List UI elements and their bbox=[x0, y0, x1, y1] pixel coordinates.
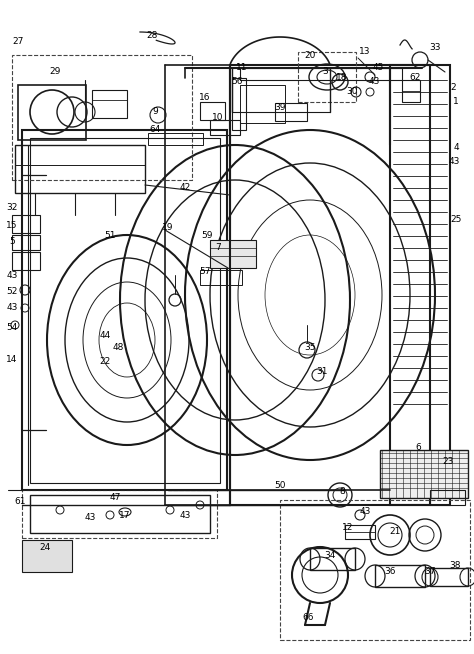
Text: 50: 50 bbox=[274, 481, 286, 489]
Bar bbox=[22, 490, 217, 538]
Bar bbox=[30, 138, 220, 483]
Text: 22: 22 bbox=[100, 358, 110, 366]
Text: 64: 64 bbox=[149, 126, 161, 135]
Bar bbox=[390, 65, 450, 505]
Bar bbox=[15, 145, 145, 193]
Text: 38: 38 bbox=[449, 560, 461, 570]
Text: 45: 45 bbox=[372, 63, 383, 73]
Bar bbox=[200, 102, 225, 120]
Text: 2: 2 bbox=[450, 84, 456, 92]
Text: 62: 62 bbox=[410, 73, 421, 82]
Text: 27: 27 bbox=[12, 37, 24, 46]
Text: 18: 18 bbox=[336, 73, 348, 82]
Text: 17: 17 bbox=[119, 511, 131, 519]
Text: 19: 19 bbox=[162, 224, 174, 233]
Text: 15: 15 bbox=[6, 220, 18, 230]
Bar bbox=[12, 252, 40, 270]
Text: 1: 1 bbox=[453, 97, 459, 107]
Bar bbox=[22, 130, 227, 490]
Text: 33: 33 bbox=[429, 44, 441, 52]
Text: 29: 29 bbox=[49, 67, 61, 77]
Text: 3: 3 bbox=[322, 67, 328, 77]
Text: 28: 28 bbox=[146, 31, 158, 39]
Bar bbox=[280, 500, 470, 640]
Text: 43: 43 bbox=[359, 508, 371, 517]
Bar bbox=[12, 55, 192, 180]
Bar bbox=[240, 68, 402, 80]
Text: 54: 54 bbox=[6, 324, 18, 332]
Bar bbox=[232, 78, 246, 130]
Bar bbox=[275, 103, 307, 121]
Text: 52: 52 bbox=[6, 288, 18, 296]
Text: 32: 32 bbox=[6, 203, 18, 213]
Bar bbox=[210, 120, 240, 135]
Text: 36: 36 bbox=[384, 568, 396, 576]
Text: 43: 43 bbox=[179, 511, 191, 519]
Text: 59: 59 bbox=[201, 230, 213, 239]
Text: 23: 23 bbox=[442, 458, 454, 466]
Text: 43: 43 bbox=[368, 78, 380, 86]
Text: 21: 21 bbox=[389, 528, 401, 536]
Text: 66: 66 bbox=[302, 613, 314, 623]
Text: 56: 56 bbox=[231, 78, 243, 86]
Bar bbox=[298, 52, 356, 102]
Text: 51: 51 bbox=[104, 230, 116, 239]
Text: 16: 16 bbox=[199, 94, 211, 103]
Bar bbox=[30, 495, 210, 533]
Bar bbox=[210, 240, 256, 268]
Bar bbox=[12, 235, 40, 250]
Bar bbox=[345, 525, 375, 539]
Bar bbox=[402, 80, 420, 102]
Bar bbox=[430, 490, 465, 505]
Text: 43: 43 bbox=[6, 303, 18, 313]
Text: 35: 35 bbox=[304, 343, 316, 353]
Text: 11: 11 bbox=[236, 63, 248, 73]
Text: 31: 31 bbox=[316, 368, 328, 377]
Text: 8: 8 bbox=[339, 487, 345, 496]
Bar bbox=[380, 450, 468, 498]
Text: 4: 4 bbox=[453, 143, 459, 152]
Bar bbox=[92, 90, 127, 118]
Bar bbox=[148, 133, 203, 145]
Text: 43: 43 bbox=[448, 158, 460, 167]
Bar bbox=[240, 85, 285, 123]
Bar bbox=[18, 85, 86, 140]
Text: 14: 14 bbox=[6, 356, 18, 364]
Text: 10: 10 bbox=[212, 114, 224, 122]
Text: 5: 5 bbox=[9, 237, 15, 247]
Text: 24: 24 bbox=[39, 543, 51, 553]
Text: 48: 48 bbox=[112, 343, 124, 353]
Bar bbox=[230, 65, 430, 505]
Text: 30: 30 bbox=[346, 88, 358, 97]
Text: 42: 42 bbox=[179, 184, 191, 192]
Bar bbox=[12, 215, 40, 233]
Text: 20: 20 bbox=[304, 50, 316, 60]
Text: 25: 25 bbox=[450, 216, 462, 224]
Text: 7: 7 bbox=[215, 243, 221, 252]
Text: 39: 39 bbox=[274, 103, 286, 112]
Text: 13: 13 bbox=[359, 48, 371, 56]
Text: 57: 57 bbox=[199, 267, 211, 277]
Bar bbox=[375, 565, 425, 587]
Bar bbox=[310, 548, 355, 570]
Text: 47: 47 bbox=[109, 494, 121, 502]
Text: 44: 44 bbox=[100, 330, 110, 339]
Text: 61: 61 bbox=[14, 498, 26, 506]
Text: 12: 12 bbox=[342, 523, 354, 532]
Text: 34: 34 bbox=[324, 551, 336, 560]
Bar bbox=[430, 568, 468, 586]
Text: 9: 9 bbox=[152, 107, 158, 116]
Text: 37: 37 bbox=[424, 568, 436, 576]
Bar bbox=[22, 540, 72, 572]
Text: 43: 43 bbox=[84, 513, 96, 523]
Bar bbox=[200, 270, 242, 285]
Text: 43: 43 bbox=[6, 271, 18, 279]
Text: 6: 6 bbox=[415, 443, 421, 453]
